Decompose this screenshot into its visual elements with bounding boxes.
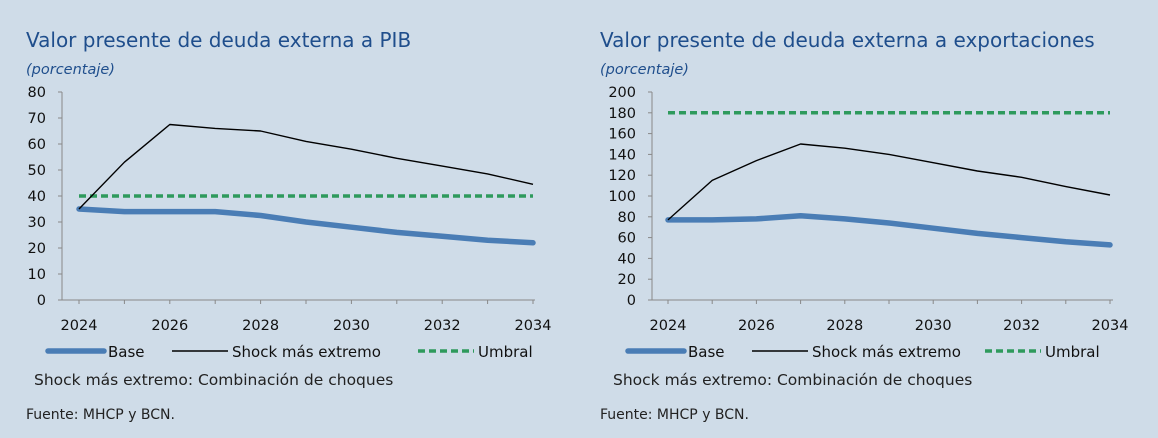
y-tick-label: 120: [608, 168, 636, 184]
source-note: Fuente: MHCP y BCN.: [600, 407, 749, 423]
series-line-base: [665, 213, 1113, 248]
x-tick-label: 2024: [650, 318, 687, 334]
source-note: Fuente: MHCP y BCN.: [26, 407, 175, 423]
y-tick-label: 10: [28, 267, 46, 283]
y-tick-label: 100: [608, 189, 636, 205]
y-tick-label: 0: [627, 293, 636, 309]
chart-unit-label: (porcentaje): [26, 62, 115, 78]
legend-label: Umbral: [1045, 343, 1100, 361]
series-line-shock-ms-extremo: [78, 123, 534, 210]
x-tick-label: 2030: [333, 318, 370, 334]
chart-title: Valor presente de deuda externa a export…: [600, 28, 1095, 52]
series-line-base: [76, 206, 536, 246]
x-tick-label: 2026: [151, 318, 188, 334]
y-tick-label: 40: [28, 189, 46, 205]
line-chart-exportaciones: 0 20 40 60 80 100 120 140 160 180 200 2024 2026 2028 2…: [608, 85, 1129, 361]
x-tick-label: 2028: [242, 318, 279, 334]
shock-note: Shock más extremo: Combinación de choque…: [34, 371, 394, 389]
x-tick-label: 2034: [1092, 318, 1129, 334]
y-tick-label: 180: [608, 106, 636, 122]
y-tick-label: 40: [618, 251, 636, 267]
y-tick-label: 50: [28, 163, 46, 179]
x-tick-label: 2026: [738, 318, 775, 334]
y-tick-label: 70: [28, 111, 46, 127]
y-tick-label: 80: [618, 210, 636, 226]
chart-panel-pib: Valor presente de deuda externa a PIB (p…: [26, 28, 552, 423]
legend-label: Base: [108, 343, 145, 361]
series-line-shock-ms-extremo: [667, 143, 1111, 221]
legend-label: Shock más extremo: [812, 343, 961, 361]
y-tick-label: 140: [608, 147, 636, 163]
x-tick-label: 2032: [424, 318, 461, 334]
x-tick-label: 2024: [61, 318, 98, 334]
y-tick-label: 20: [28, 241, 46, 257]
y-tick-label: 160: [608, 127, 636, 143]
y-tick-label: 200: [608, 85, 636, 101]
y-tick-label: 30: [28, 215, 46, 231]
x-tick-label: 2028: [826, 318, 863, 334]
legend-label: Umbral: [478, 343, 533, 361]
y-tick-label: 60: [618, 231, 636, 247]
chart-title: Valor presente de deuda externa a PIB: [26, 28, 412, 52]
x-tick-label: 2030: [915, 318, 952, 334]
chart-panel-exportaciones: Valor presente de deuda externa a export…: [579, 0, 1158, 438]
legend-label: Shock más extremo: [232, 343, 381, 361]
x-tick-label: 2034: [515, 318, 552, 334]
shock-note: Shock más extremo: Combinación de choque…: [613, 371, 973, 389]
y-tick-label: 20: [618, 272, 636, 288]
y-tick-label: 60: [28, 137, 46, 153]
legend-label: Base: [688, 343, 725, 361]
x-tick-label: 2032: [1003, 318, 1040, 334]
y-tick-label: 80: [28, 85, 46, 101]
y-tick-label: 0: [37, 293, 46, 309]
chart-unit-label: (porcentaje): [600, 62, 689, 78]
